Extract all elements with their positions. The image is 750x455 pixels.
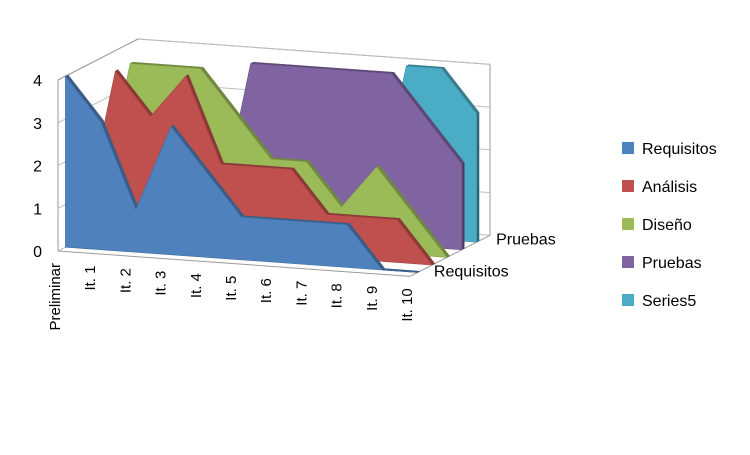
x-tick-label: Preliminar	[47, 263, 64, 331]
x-tick-label: It. 8	[329, 283, 346, 308]
legend-label: Diseño	[642, 217, 692, 234]
y-tick-label: 3	[33, 116, 42, 133]
x-tick-label: It. 4	[188, 273, 205, 298]
legend: Requisitos Análisis Diseño Pruebas Series5	[622, 141, 717, 310]
series-layer	[65, 62, 479, 272]
legend-label: Pruebas	[642, 255, 702, 272]
legend-label: Análisis	[642, 179, 697, 196]
series-end-face	[477, 113, 480, 243]
y-tick-label: 4	[33, 73, 42, 90]
legend-item: Requisitos	[622, 141, 717, 158]
x-tick-label: It. 6	[258, 278, 275, 303]
x-tick-label: It. 10	[399, 288, 416, 321]
side-wall-top	[58, 39, 138, 80]
y-tick-label: 0	[33, 244, 42, 261]
x-tick-label: It. 1	[82, 266, 99, 291]
legend-item: Series5	[622, 293, 696, 310]
legend-swatch	[622, 256, 634, 268]
legend-label: Series5	[642, 293, 696, 310]
legend-swatch	[622, 294, 634, 306]
series-end-face	[462, 163, 465, 250]
legend-item: Pruebas	[622, 255, 702, 272]
legend-item: Diseño	[622, 217, 692, 234]
x-tick-label: It. 2	[117, 268, 134, 293]
x-tick-label: It. 3	[153, 271, 170, 296]
legend-swatch	[622, 142, 634, 154]
depth-tick-label: Requisitos	[434, 263, 509, 280]
y-tick-label: 1	[33, 201, 42, 218]
y-tick-label: 2	[33, 159, 42, 176]
legend-swatch	[622, 218, 634, 230]
x-tick-label: It. 7	[293, 281, 310, 306]
legend-item: Análisis	[622, 179, 697, 196]
legend-label: Requisitos	[642, 141, 717, 158]
depth-tick-label: Pruebas	[496, 231, 556, 248]
x-tick-label: It. 5	[223, 276, 240, 301]
legend-swatch	[622, 180, 634, 192]
x-tick-label: It. 9	[364, 286, 381, 311]
